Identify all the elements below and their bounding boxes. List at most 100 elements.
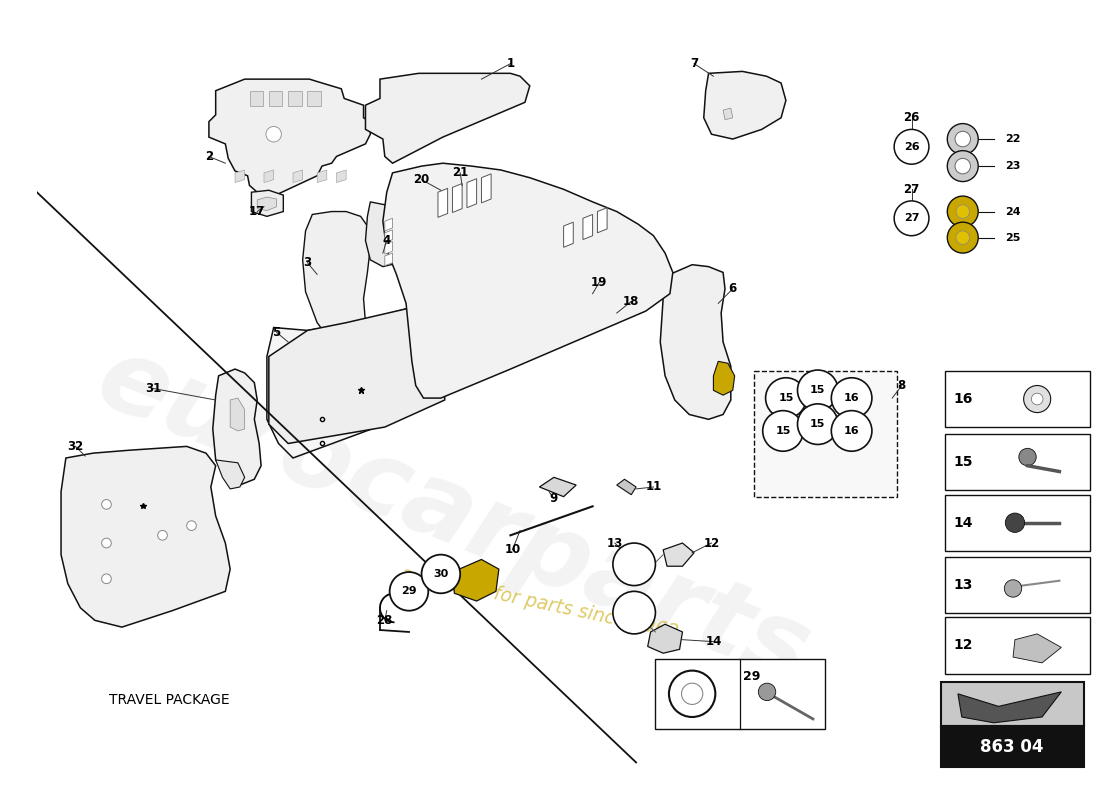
Circle shape bbox=[766, 378, 806, 418]
Text: 23: 23 bbox=[1005, 161, 1021, 171]
Circle shape bbox=[101, 538, 111, 548]
Polygon shape bbox=[648, 624, 682, 654]
Circle shape bbox=[798, 404, 838, 445]
Text: 26: 26 bbox=[904, 142, 920, 152]
Polygon shape bbox=[714, 362, 735, 395]
Polygon shape bbox=[302, 211, 375, 389]
Circle shape bbox=[956, 231, 969, 244]
Text: 22: 22 bbox=[1005, 134, 1021, 144]
Polygon shape bbox=[268, 90, 283, 106]
Polygon shape bbox=[383, 163, 673, 398]
Text: 7: 7 bbox=[690, 57, 698, 70]
Text: 29: 29 bbox=[742, 670, 760, 683]
Text: 27: 27 bbox=[903, 183, 920, 196]
Polygon shape bbox=[452, 559, 499, 601]
Polygon shape bbox=[723, 108, 733, 120]
Circle shape bbox=[947, 150, 978, 182]
Circle shape bbox=[956, 205, 969, 218]
Text: 10: 10 bbox=[504, 543, 520, 556]
Text: 17: 17 bbox=[249, 205, 265, 218]
Polygon shape bbox=[704, 71, 785, 139]
Polygon shape bbox=[308, 90, 321, 106]
Text: 14: 14 bbox=[953, 516, 972, 530]
Text: a passion for parts since 1962: a passion for parts since 1962 bbox=[399, 564, 680, 642]
Text: 1: 1 bbox=[506, 57, 515, 70]
Text: 15: 15 bbox=[953, 455, 972, 469]
Text: 26: 26 bbox=[903, 111, 920, 124]
Text: 4: 4 bbox=[383, 234, 390, 247]
Circle shape bbox=[955, 131, 970, 146]
Circle shape bbox=[832, 378, 872, 418]
Bar bbox=[945, 618, 1090, 674]
Circle shape bbox=[955, 158, 970, 174]
Text: 12: 12 bbox=[953, 638, 972, 653]
Text: 8: 8 bbox=[898, 379, 906, 392]
Bar bbox=[945, 557, 1090, 613]
Text: 15: 15 bbox=[810, 386, 825, 395]
Polygon shape bbox=[337, 170, 346, 182]
Polygon shape bbox=[230, 398, 244, 431]
Text: 18: 18 bbox=[623, 295, 639, 308]
Text: 14: 14 bbox=[705, 635, 722, 648]
Polygon shape bbox=[293, 170, 303, 182]
Text: 24: 24 bbox=[1005, 206, 1021, 217]
Bar bbox=[945, 494, 1090, 550]
Circle shape bbox=[894, 130, 928, 164]
Circle shape bbox=[613, 591, 656, 634]
Text: 15: 15 bbox=[810, 419, 825, 429]
Text: 12: 12 bbox=[703, 537, 719, 550]
Polygon shape bbox=[365, 74, 530, 163]
Text: 15: 15 bbox=[776, 426, 791, 436]
Polygon shape bbox=[235, 170, 244, 182]
Text: 20: 20 bbox=[414, 173, 430, 186]
Text: 28: 28 bbox=[376, 614, 393, 627]
Circle shape bbox=[421, 554, 460, 594]
Polygon shape bbox=[252, 190, 284, 216]
Circle shape bbox=[101, 574, 111, 584]
Polygon shape bbox=[660, 265, 730, 419]
Circle shape bbox=[798, 370, 838, 410]
Text: 30: 30 bbox=[433, 569, 449, 579]
Text: 16: 16 bbox=[844, 426, 859, 436]
Circle shape bbox=[389, 572, 428, 610]
Text: 29: 29 bbox=[402, 586, 417, 596]
Polygon shape bbox=[468, 178, 476, 208]
Text: 15: 15 bbox=[778, 393, 793, 403]
Polygon shape bbox=[209, 79, 371, 202]
Polygon shape bbox=[216, 460, 244, 489]
Circle shape bbox=[1032, 394, 1043, 405]
Polygon shape bbox=[583, 214, 593, 239]
Text: 31: 31 bbox=[145, 382, 161, 395]
Text: 11: 11 bbox=[646, 481, 661, 494]
Text: 13: 13 bbox=[953, 578, 972, 591]
Polygon shape bbox=[958, 692, 1062, 723]
Circle shape bbox=[101, 499, 111, 510]
Circle shape bbox=[762, 410, 803, 451]
Polygon shape bbox=[563, 222, 573, 247]
Bar bbox=[945, 434, 1090, 490]
Text: 6: 6 bbox=[728, 282, 737, 295]
Polygon shape bbox=[663, 543, 694, 566]
Text: 9: 9 bbox=[550, 492, 558, 505]
Circle shape bbox=[266, 126, 282, 142]
Text: 13: 13 bbox=[607, 537, 623, 550]
Bar bbox=[754, 371, 896, 497]
Polygon shape bbox=[212, 369, 261, 485]
Polygon shape bbox=[438, 188, 448, 218]
Text: TRAVEL PACKAGE: TRAVEL PACKAGE bbox=[109, 693, 230, 706]
Circle shape bbox=[187, 521, 196, 530]
Polygon shape bbox=[268, 308, 444, 443]
Text: 16: 16 bbox=[844, 393, 859, 403]
Circle shape bbox=[1004, 580, 1022, 597]
Polygon shape bbox=[267, 308, 448, 458]
Circle shape bbox=[758, 683, 776, 701]
Text: 19: 19 bbox=[591, 275, 607, 289]
Polygon shape bbox=[452, 183, 462, 213]
Polygon shape bbox=[257, 197, 276, 210]
Polygon shape bbox=[60, 446, 230, 627]
Bar bbox=[656, 659, 825, 729]
Polygon shape bbox=[385, 230, 393, 242]
Text: eurocarparts: eurocarparts bbox=[81, 327, 823, 705]
Text: 3: 3 bbox=[304, 256, 311, 270]
Text: 25: 25 bbox=[1005, 233, 1021, 242]
